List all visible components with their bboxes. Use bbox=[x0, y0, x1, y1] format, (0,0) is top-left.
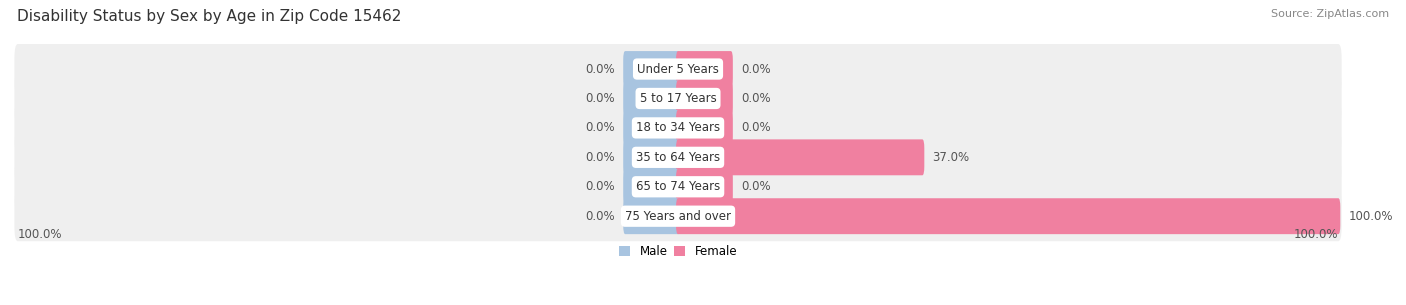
FancyBboxPatch shape bbox=[14, 132, 1341, 182]
FancyBboxPatch shape bbox=[676, 81, 733, 117]
FancyBboxPatch shape bbox=[14, 74, 1341, 124]
Text: Source: ZipAtlas.com: Source: ZipAtlas.com bbox=[1271, 9, 1389, 19]
FancyBboxPatch shape bbox=[623, 51, 681, 87]
Legend: Male, Female: Male, Female bbox=[614, 240, 742, 263]
Text: 0.0%: 0.0% bbox=[586, 121, 616, 135]
FancyBboxPatch shape bbox=[676, 139, 924, 175]
Text: 5 to 17 Years: 5 to 17 Years bbox=[640, 92, 717, 105]
FancyBboxPatch shape bbox=[14, 191, 1341, 241]
FancyBboxPatch shape bbox=[623, 81, 681, 117]
Text: 0.0%: 0.0% bbox=[586, 180, 616, 193]
Text: 100.0%: 100.0% bbox=[1348, 210, 1393, 223]
Text: 100.0%: 100.0% bbox=[1294, 228, 1339, 241]
Text: 100.0%: 100.0% bbox=[18, 228, 62, 241]
Text: Disability Status by Sex by Age in Zip Code 15462: Disability Status by Sex by Age in Zip C… bbox=[17, 9, 401, 24]
FancyBboxPatch shape bbox=[14, 44, 1341, 94]
FancyBboxPatch shape bbox=[14, 162, 1341, 212]
FancyBboxPatch shape bbox=[676, 110, 733, 146]
FancyBboxPatch shape bbox=[623, 110, 681, 146]
FancyBboxPatch shape bbox=[676, 169, 733, 205]
FancyBboxPatch shape bbox=[623, 198, 681, 234]
Text: 0.0%: 0.0% bbox=[741, 63, 770, 76]
FancyBboxPatch shape bbox=[623, 139, 681, 175]
Text: 65 to 74 Years: 65 to 74 Years bbox=[636, 180, 720, 193]
Text: 0.0%: 0.0% bbox=[586, 210, 616, 223]
Text: 0.0%: 0.0% bbox=[586, 92, 616, 105]
FancyBboxPatch shape bbox=[14, 103, 1341, 153]
Text: Under 5 Years: Under 5 Years bbox=[637, 63, 718, 76]
Text: 0.0%: 0.0% bbox=[741, 121, 770, 135]
Text: 75 Years and over: 75 Years and over bbox=[626, 210, 731, 223]
Text: 35 to 64 Years: 35 to 64 Years bbox=[636, 151, 720, 164]
Text: 37.0%: 37.0% bbox=[932, 151, 969, 164]
FancyBboxPatch shape bbox=[676, 51, 733, 87]
FancyBboxPatch shape bbox=[623, 169, 681, 205]
Text: 0.0%: 0.0% bbox=[741, 92, 770, 105]
Text: 18 to 34 Years: 18 to 34 Years bbox=[636, 121, 720, 135]
Text: 0.0%: 0.0% bbox=[586, 63, 616, 76]
FancyBboxPatch shape bbox=[676, 198, 1340, 234]
Text: 0.0%: 0.0% bbox=[586, 151, 616, 164]
Text: 0.0%: 0.0% bbox=[741, 180, 770, 193]
